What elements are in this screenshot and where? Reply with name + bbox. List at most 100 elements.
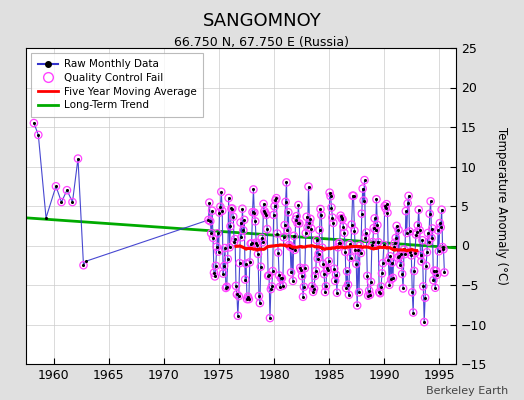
Point <box>413 229 421 236</box>
Point <box>304 183 313 190</box>
Point <box>57 199 66 205</box>
Point <box>397 251 406 257</box>
Point <box>439 246 447 252</box>
Point <box>301 265 309 272</box>
Point <box>74 155 82 162</box>
Point <box>391 235 400 241</box>
Point <box>256 300 264 306</box>
Point <box>331 278 340 284</box>
Point <box>68 199 77 205</box>
Point <box>357 250 365 256</box>
Point <box>436 224 445 230</box>
Point <box>347 221 356 228</box>
Point <box>280 222 289 228</box>
Point <box>438 206 446 213</box>
Point <box>268 283 276 290</box>
Point <box>265 272 273 279</box>
Point <box>206 218 214 224</box>
Point <box>425 210 434 217</box>
Point <box>427 198 435 204</box>
Point <box>350 193 358 199</box>
Point <box>390 244 398 250</box>
Point <box>435 248 443 254</box>
Point <box>400 246 408 253</box>
Point <box>394 254 402 261</box>
Point <box>252 240 260 246</box>
Point <box>328 214 336 221</box>
Point <box>238 206 247 212</box>
Point <box>438 206 446 213</box>
Point <box>389 275 397 281</box>
Point <box>345 292 353 298</box>
Point <box>226 223 235 229</box>
Point <box>204 217 213 223</box>
Point <box>291 216 300 223</box>
Point <box>237 234 246 240</box>
Point <box>297 267 305 273</box>
Point <box>387 276 395 282</box>
Point <box>215 209 224 216</box>
Point <box>417 258 425 265</box>
Point <box>339 216 347 222</box>
Point <box>386 253 395 260</box>
Point <box>313 255 322 262</box>
Point <box>208 208 216 214</box>
Point <box>381 205 390 212</box>
Point <box>273 230 281 237</box>
Point <box>52 183 60 190</box>
Point <box>368 241 376 248</box>
Point <box>330 266 339 272</box>
Point <box>357 210 366 217</box>
Point <box>394 254 402 261</box>
Point <box>270 203 279 210</box>
Point <box>297 267 305 273</box>
Point <box>235 293 243 299</box>
Point <box>216 204 225 210</box>
Point <box>419 283 428 290</box>
Point <box>303 224 312 231</box>
Point <box>246 240 255 247</box>
Point <box>299 294 307 300</box>
Point <box>229 214 237 220</box>
Point <box>395 253 403 260</box>
Point <box>413 222 422 228</box>
Point <box>302 230 310 236</box>
Point <box>433 272 441 278</box>
Point <box>221 245 229 251</box>
Point <box>278 275 286 281</box>
Point <box>408 289 417 296</box>
Point <box>306 216 314 222</box>
Point <box>439 246 447 252</box>
Point <box>392 223 401 229</box>
Point <box>282 179 291 186</box>
Point <box>223 284 231 290</box>
Point <box>348 192 357 199</box>
Point <box>358 186 367 192</box>
Point <box>294 202 303 208</box>
Point <box>314 251 323 257</box>
Point <box>224 256 232 262</box>
Point <box>303 224 312 231</box>
Point <box>291 216 300 223</box>
Point <box>257 264 265 270</box>
Point <box>419 283 428 290</box>
Point <box>277 275 285 282</box>
Point <box>424 230 432 236</box>
Point <box>213 244 221 250</box>
Point <box>320 271 329 277</box>
Point <box>367 279 375 285</box>
Point <box>341 249 350 255</box>
Point <box>346 254 355 261</box>
Point <box>321 289 329 295</box>
Point <box>30 120 38 126</box>
Point <box>350 193 358 199</box>
Point <box>254 251 262 257</box>
Point <box>326 193 335 200</box>
Point <box>330 266 339 272</box>
Point <box>402 230 411 236</box>
Point <box>396 262 405 268</box>
Point <box>365 287 373 294</box>
Point <box>269 212 278 218</box>
Point <box>347 221 356 228</box>
Point <box>361 177 369 183</box>
